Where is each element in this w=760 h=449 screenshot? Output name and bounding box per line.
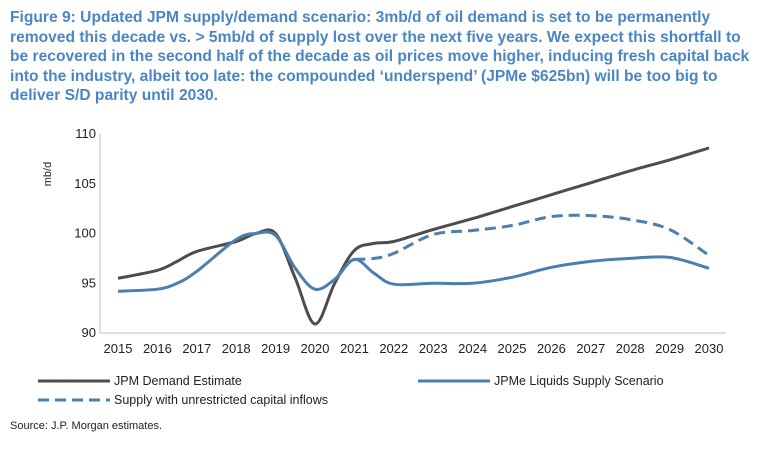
x-tick-label: 2017 <box>182 341 211 356</box>
chart-title: Figure 9: Updated JPM supply/demand scen… <box>10 9 750 104</box>
x-tick-label: 2019 <box>261 341 290 356</box>
x-tick-label: 2027 <box>576 341 605 356</box>
x-axis: 2015 2016 2017 2018 2019 2020 2021 2022 2023 2024… <box>100 332 726 356</box>
y-tick-label: 100 <box>74 226 96 241</box>
y-tick-label: 110 <box>75 126 96 141</box>
y-tick-label: 95 <box>82 275 96 290</box>
y-tick-label: 90 <box>82 325 96 340</box>
series-line-unrestricted <box>354 213 710 261</box>
legend-label: Supply with unrestricted capital inflows <box>114 393 328 407</box>
y-tick-label: 105 <box>74 176 96 191</box>
x-tick-label: 2015 <box>104 341 133 356</box>
legend: JPM Demand Estimate JPMe Liquids Supply S… <box>38 374 664 407</box>
x-tick-label: 2030 <box>695 341 724 356</box>
x-tick-label: 2018 <box>222 341 251 356</box>
x-tick-label: 2020 <box>301 341 330 356</box>
x-tick-label: 2026 <box>537 341 566 356</box>
series-line-supply <box>117 230 710 293</box>
legend-label: JPMe Liquids Supply Scenario <box>494 374 664 388</box>
legend-label: JPM Demand Estimate <box>114 374 242 388</box>
x-tick-label: 2021 <box>340 341 369 356</box>
x-tick-label: 2028 <box>616 341 645 356</box>
series-line-demand <box>117 146 710 326</box>
source-note: Source: J.P. Morgan estimates. <box>10 420 163 432</box>
x-tick-label: 2022 <box>379 341 408 356</box>
x-tick-label: 2025 <box>498 341 527 356</box>
x-tick-label: 2023 <box>419 341 448 356</box>
x-tick-label: 2024 <box>458 341 487 356</box>
series-group <box>117 146 710 326</box>
y-axis: 90 95 100 105 110 mb/d <box>42 126 101 340</box>
x-tick-label: 2016 <box>143 341 172 356</box>
y-axis-label: mb/d <box>42 162 54 186</box>
x-tick-label: 2029 <box>655 341 684 356</box>
